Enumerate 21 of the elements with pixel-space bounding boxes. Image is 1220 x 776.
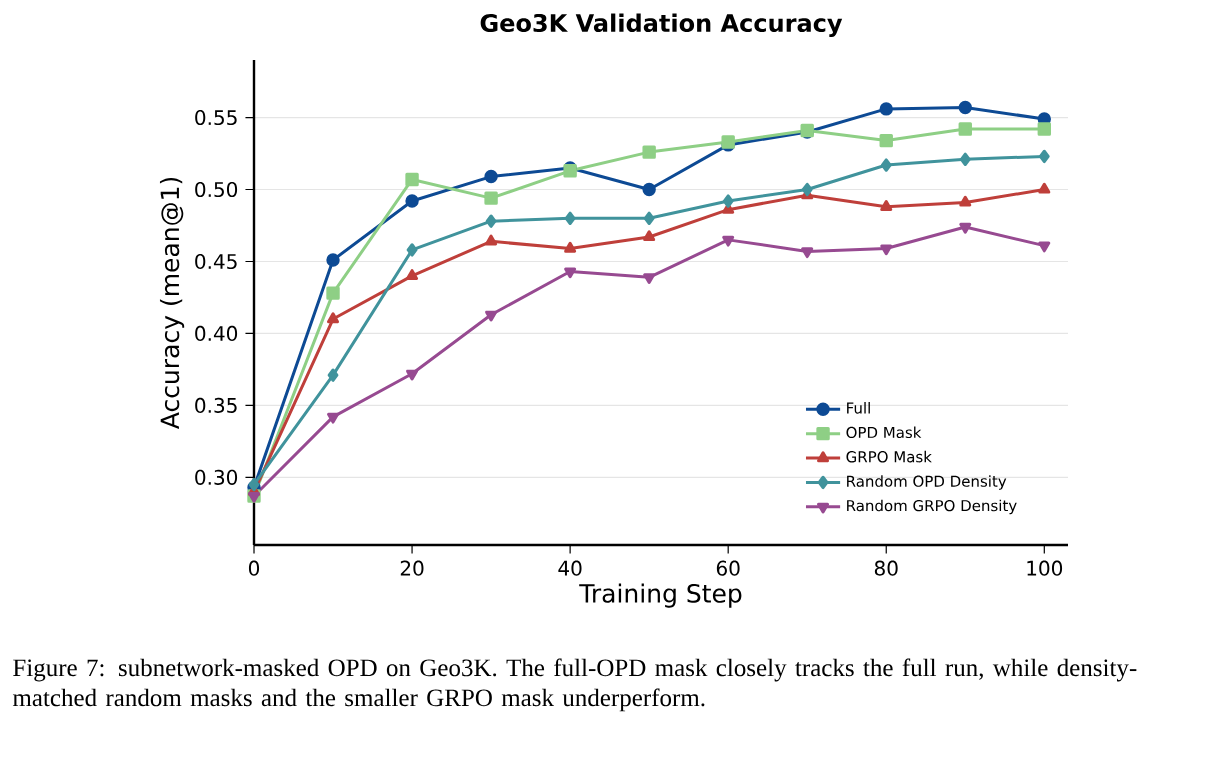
- y-tick-label: 0.55: [195, 109, 237, 126]
- x-tick-label: 40: [558, 560, 582, 576]
- y-tick-label: 0.40: [195, 325, 238, 341]
- legend-label: Random OPD Density: [847, 475, 1007, 490]
- legend-label: OPD Mask: [846, 426, 922, 439]
- y-axis-title: Accuracy (mean@1): [159, 177, 185, 429]
- legend-label: Random GRPO Density: [847, 499, 1017, 515]
- y-tick-label: 0.30: [195, 469, 238, 485]
- x-tick-label: 100: [1027, 560, 1063, 576]
- x-axis-title: Training Step: [579, 583, 742, 608]
- x-tick-label: 20: [400, 560, 424, 576]
- legend-label: Full: [847, 402, 870, 414]
- x-tick-label: 60: [716, 560, 740, 576]
- caption: Figure 7: subnetwork-masked OPD on Geo3K. The full-OPD mask closely tracks the full run, while density-matched random masks and the smaller GRPO mask underperform.: [12, 658, 1137, 712]
- y-tick-label: 0.35: [195, 397, 237, 413]
- chart-title: Geo3K Validation Accuracy: [480, 13, 843, 37]
- x-tick-label: 0: [248, 560, 260, 576]
- legend-label: GRPO Mask: [846, 450, 932, 463]
- y-tick-label: 0.45: [195, 253, 237, 270]
- y-tick-label: 0.50: [195, 181, 238, 198]
- x-tick-label: 80: [874, 560, 898, 576]
